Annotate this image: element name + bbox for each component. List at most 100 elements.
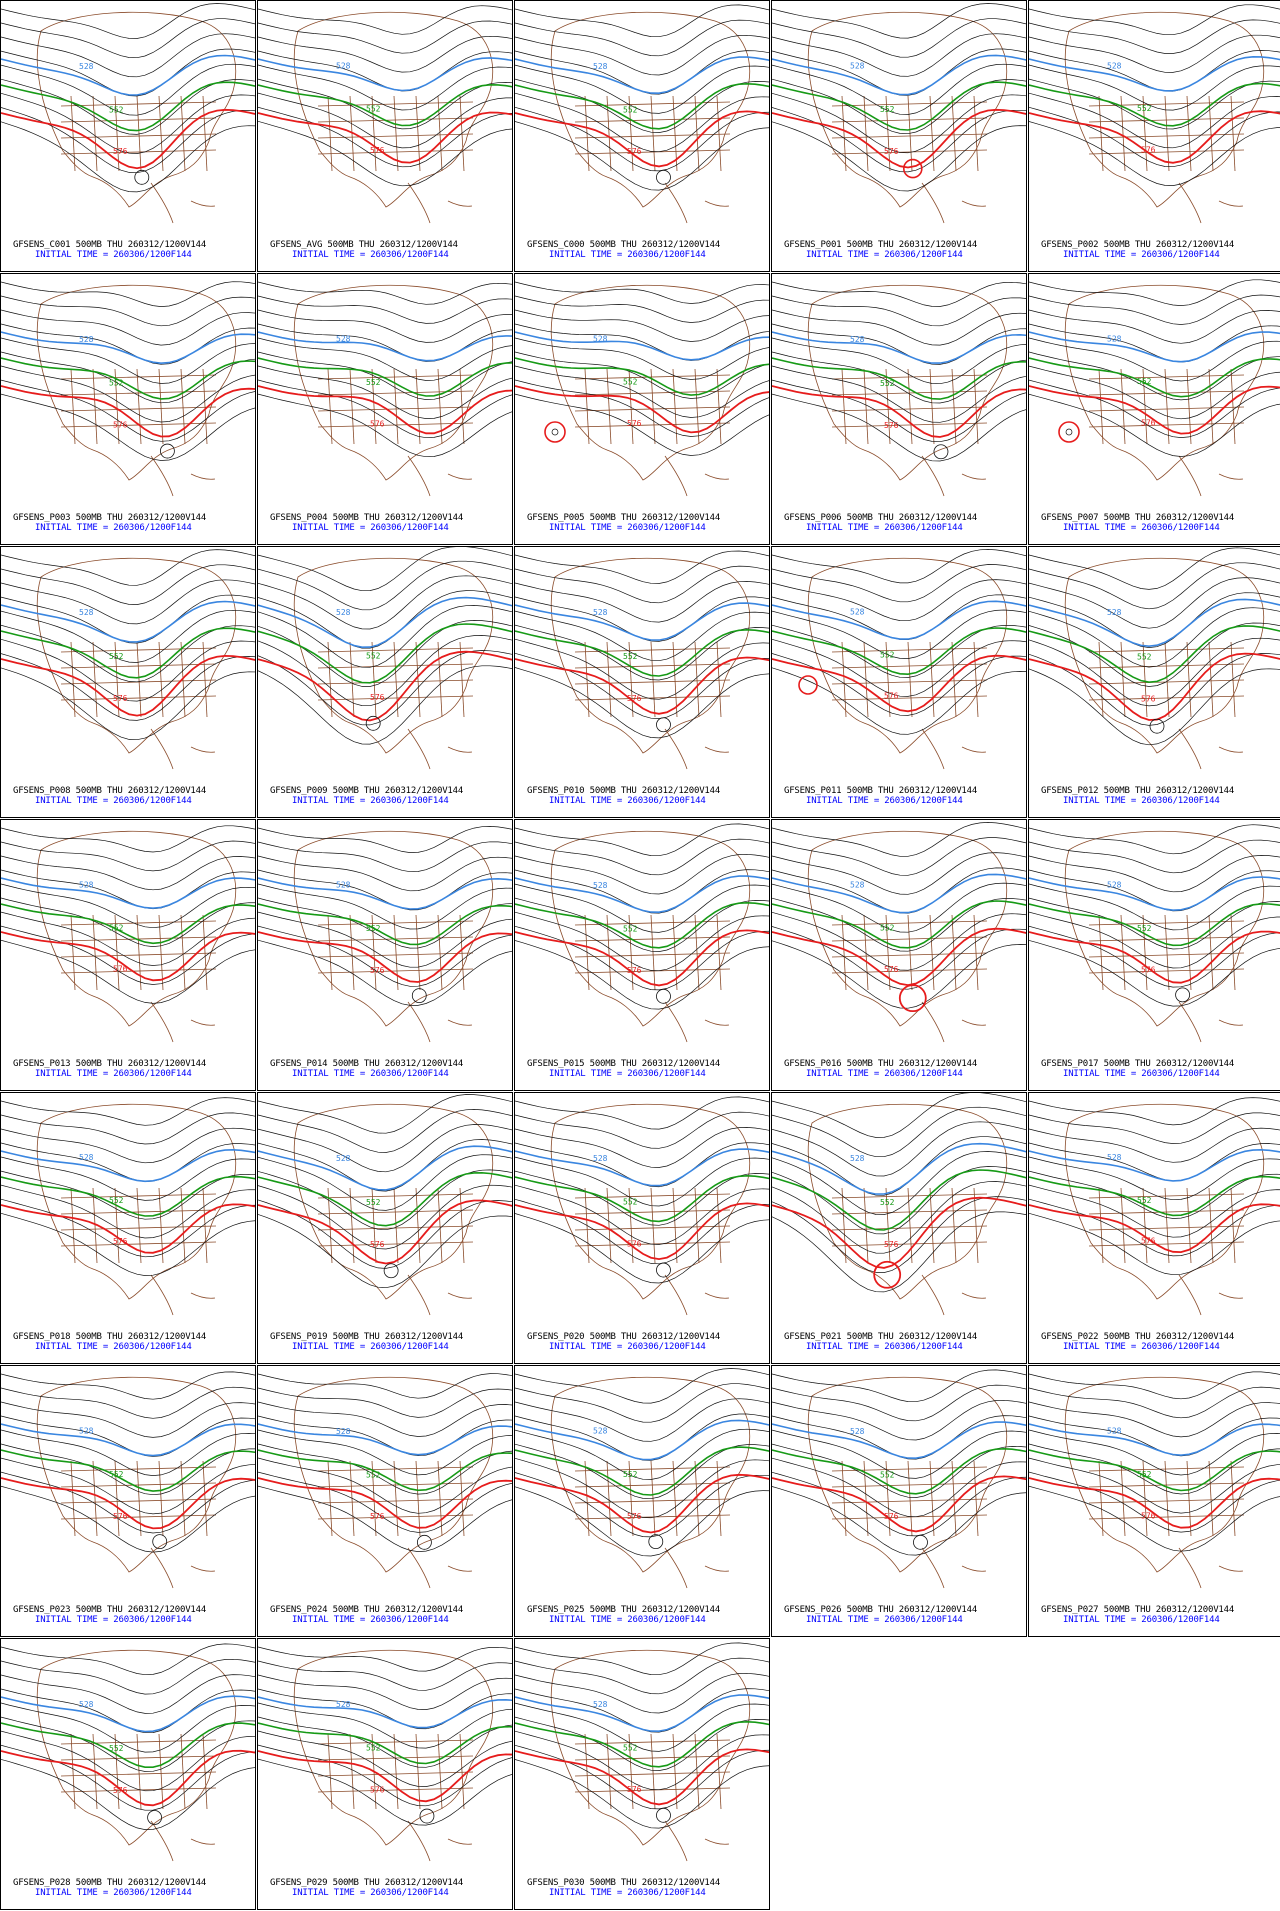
contour-label-576: 576: [113, 1512, 128, 1521]
state-border: [1164, 368, 1170, 445]
ensemble-panel: 528 552 576 GFSENS_P009 500MB THU 260312/12…: [257, 546, 513, 818]
continent-outline: [550, 830, 751, 1027]
contour-552: [258, 1722, 512, 1765]
state-border: [327, 914, 333, 991]
state-border: [1088, 936, 1245, 942]
ensemble-panel: 528 552 576 GFSENS_P027 500MB THU 260312/12…: [1028, 1365, 1280, 1637]
ensemble-panel: 528 552 576 GFSENS_P011 500MB THU 260312/12…: [771, 546, 1027, 818]
state-border: [202, 368, 208, 445]
panel-title: GFSENS_P029 500MB THU 260312/1200V144: [270, 1878, 464, 1888]
height-contour: [258, 590, 512, 649]
height-contour: [772, 822, 1026, 857]
contour-label-552: 552: [623, 1743, 638, 1752]
height-contour: [515, 853, 769, 895]
state-border: [70, 1187, 76, 1264]
height-contour: [1029, 351, 1280, 401]
height-contour-map: 528 552 576: [772, 549, 1026, 770]
height-contour: [1029, 1401, 1280, 1438]
height-contour: [258, 309, 512, 343]
height-contour: [515, 565, 769, 604]
height-contour: [258, 365, 512, 419]
height-contour: [1029, 1471, 1280, 1533]
state-border: [158, 914, 164, 991]
panel-title: GFSENS_P003 500MB THU 260312/1200V144: [13, 513, 207, 523]
caribbean-islands: [961, 473, 987, 480]
contour-576: [258, 111, 512, 164]
state-border: [574, 374, 731, 380]
panel-title: GFSENS_P019 500MB THU 260312/1200V144: [270, 1332, 464, 1342]
florida-mexico-coast: [664, 1547, 688, 1589]
panel-initial-time: INITIAL TIME = 260306/1200F144: [1063, 1069, 1220, 1079]
contour-label-552: 552: [880, 1470, 895, 1479]
florida-mexico-coast: [921, 455, 945, 497]
height-contour-map: 528 552 576: [258, 1373, 512, 1589]
continent-outline: [293, 284, 494, 481]
contour-552: [772, 900, 1026, 949]
florida-mexico-coast: [1178, 1274, 1202, 1316]
panel-title: GFSENS_C001 500MB THU 260312/1200V144: [13, 240, 207, 250]
panel-initial-time: INITIAL TIME = 260306/1200F144: [806, 1342, 963, 1352]
height-contour: [515, 838, 769, 876]
ensemble-panel: 528 552 576 GFSENS_P024 500MB THU 260312/12…: [257, 1365, 513, 1637]
contour-576: [772, 1196, 1026, 1269]
height-contour: [258, 5, 512, 35]
contour-label-528: 528: [850, 607, 865, 616]
north-america-map: [807, 11, 1008, 224]
height-contour: [1, 63, 255, 116]
florida-mexico-coast: [407, 455, 431, 497]
state-border: [92, 641, 98, 718]
state-border: [831, 149, 988, 155]
contour-label-528: 528: [593, 334, 608, 343]
height-contour: [1, 925, 255, 985]
height-contour: [1029, 1443, 1280, 1495]
state-border: [60, 1787, 217, 1793]
height-contour: [1, 121, 255, 193]
contour-552: [1, 1449, 255, 1492]
state-border: [831, 1498, 988, 1504]
height-contour: [1, 855, 255, 891]
state-border: [60, 1755, 217, 1761]
contour-label-528: 528: [1107, 881, 1122, 890]
state-border: [459, 1187, 465, 1264]
height-contour: [515, 365, 769, 418]
state-border: [694, 1460, 700, 1537]
height-contour-map: 528 552 576: [258, 1094, 512, 1316]
state-border: [60, 1771, 217, 1777]
height-contour: [258, 1415, 512, 1457]
state-border: [136, 95, 142, 172]
height-contour: [1029, 92, 1280, 149]
contour-label-552: 552: [366, 1470, 381, 1479]
closed-low: [383, 1263, 399, 1279]
contour-label-576: 576: [113, 421, 128, 430]
state-border: [317, 679, 474, 685]
state-border: [831, 422, 988, 428]
height-contour: [515, 34, 769, 76]
height-contour: [1, 1127, 255, 1164]
caribbean-islands: [704, 1292, 730, 1299]
contour-label-576: 576: [627, 1512, 642, 1521]
caribbean-islands: [447, 1292, 473, 1299]
contour-528: [258, 1423, 512, 1456]
state-border: [1208, 641, 1214, 718]
height-contour: [258, 605, 512, 668]
panel-initial-time: INITIAL TIME = 260306/1200F144: [549, 1342, 706, 1352]
height-contour: [515, 940, 769, 1010]
ensemble-panel: 528 552 576 GFSENS_C000 500MB THU 260312/12…: [514, 0, 770, 272]
state-border: [841, 1187, 847, 1264]
height-contour-map: 528 552 576: [1029, 279, 1280, 497]
closed-low: [933, 444, 949, 460]
state-border: [716, 95, 722, 172]
height-contour: [772, 624, 1026, 678]
caribbean-islands: [447, 746, 473, 753]
height-contour: [515, 1472, 769, 1538]
contour-528: [1, 331, 255, 365]
state-border: [393, 1733, 399, 1810]
height-contour: [258, 547, 512, 592]
ensemble-panel: 528 552 576 GFSENS_P022 500MB THU 260312/12…: [1028, 1092, 1280, 1364]
height-contour-map: 528 552 576: [515, 4, 769, 224]
height-contour: [515, 1170, 769, 1226]
contour-label-576: 576: [1141, 965, 1156, 974]
state-border: [1186, 914, 1192, 991]
panel-title: GFSENS_P024 500MB THU 260312/1200V144: [270, 1605, 464, 1615]
contour-label-576: 576: [370, 419, 385, 428]
